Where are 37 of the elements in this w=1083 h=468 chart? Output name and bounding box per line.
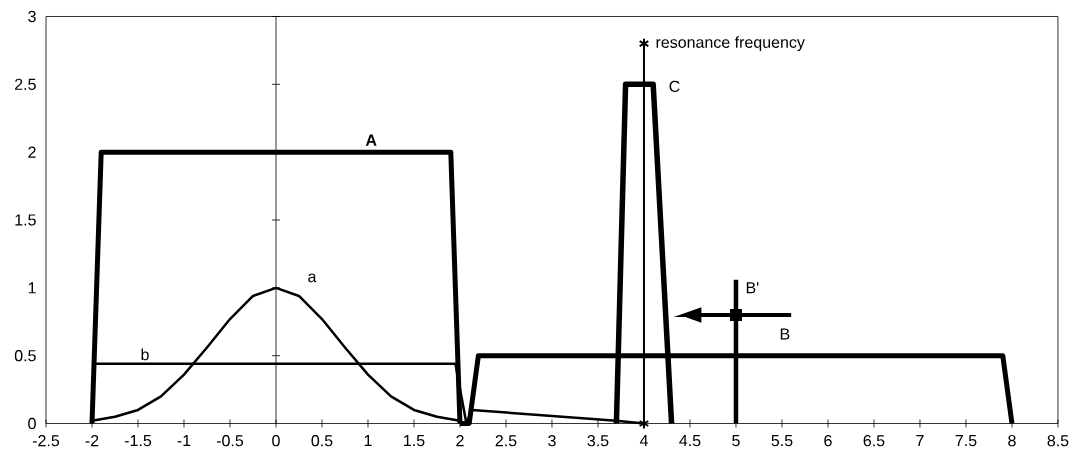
legend-label: a	[308, 273, 317, 283]
x-tick-label: 3	[548, 435, 556, 447]
x-tick-label: 5.5	[771, 435, 793, 447]
x-tick-label: 4	[639, 435, 648, 447]
x-tick-label: 6	[824, 435, 832, 447]
x-tick-label: 7	[916, 435, 924, 447]
series-label: b	[141, 348, 149, 361]
x-tick-label: -1	[177, 435, 191, 447]
x-tick-label: 1	[364, 435, 372, 447]
y-tick-label: 0.5	[14, 350, 36, 362]
y-tick-label: 1	[28, 282, 36, 294]
text: B	[780, 328, 790, 340]
x-tick-label: 3.5	[587, 435, 609, 447]
x-tick-label: 4.5	[679, 435, 701, 447]
x-tick-label: 6.5	[863, 435, 885, 447]
x-tick-label: 8	[1008, 435, 1016, 447]
y-tick-label: 3	[28, 10, 36, 23]
series-label: B'	[746, 282, 759, 294]
x-tick-label: -0.5	[216, 435, 244, 447]
x-tick-label: 5	[732, 435, 740, 447]
x-tick-label: 8.5	[1047, 435, 1069, 447]
series-label: resonance frequency	[656, 36, 805, 52]
y-tick-label: 0	[28, 417, 36, 430]
x-tick-label: 1.5	[404, 435, 425, 447]
x-tick-label: 7.5	[955, 435, 977, 447]
series-label: A	[365, 134, 377, 146]
x-tick-label: 0.5	[311, 435, 333, 447]
x-tick-label: -1.5	[124, 435, 152, 447]
y-tick-label: 2.5	[15, 78, 36, 90]
x-tick-label: 2.5	[495, 435, 517, 447]
x-tick-label: -2.5	[32, 435, 60, 447]
x-tick-label: -2	[85, 435, 99, 447]
y-tick-label: 1.5	[15, 214, 36, 226]
y-tick-label: 2	[28, 146, 36, 158]
x-tick-label: 0	[272, 435, 280, 447]
series-label: C	[669, 80, 680, 92]
x-tick-label: 2	[456, 435, 464, 447]
